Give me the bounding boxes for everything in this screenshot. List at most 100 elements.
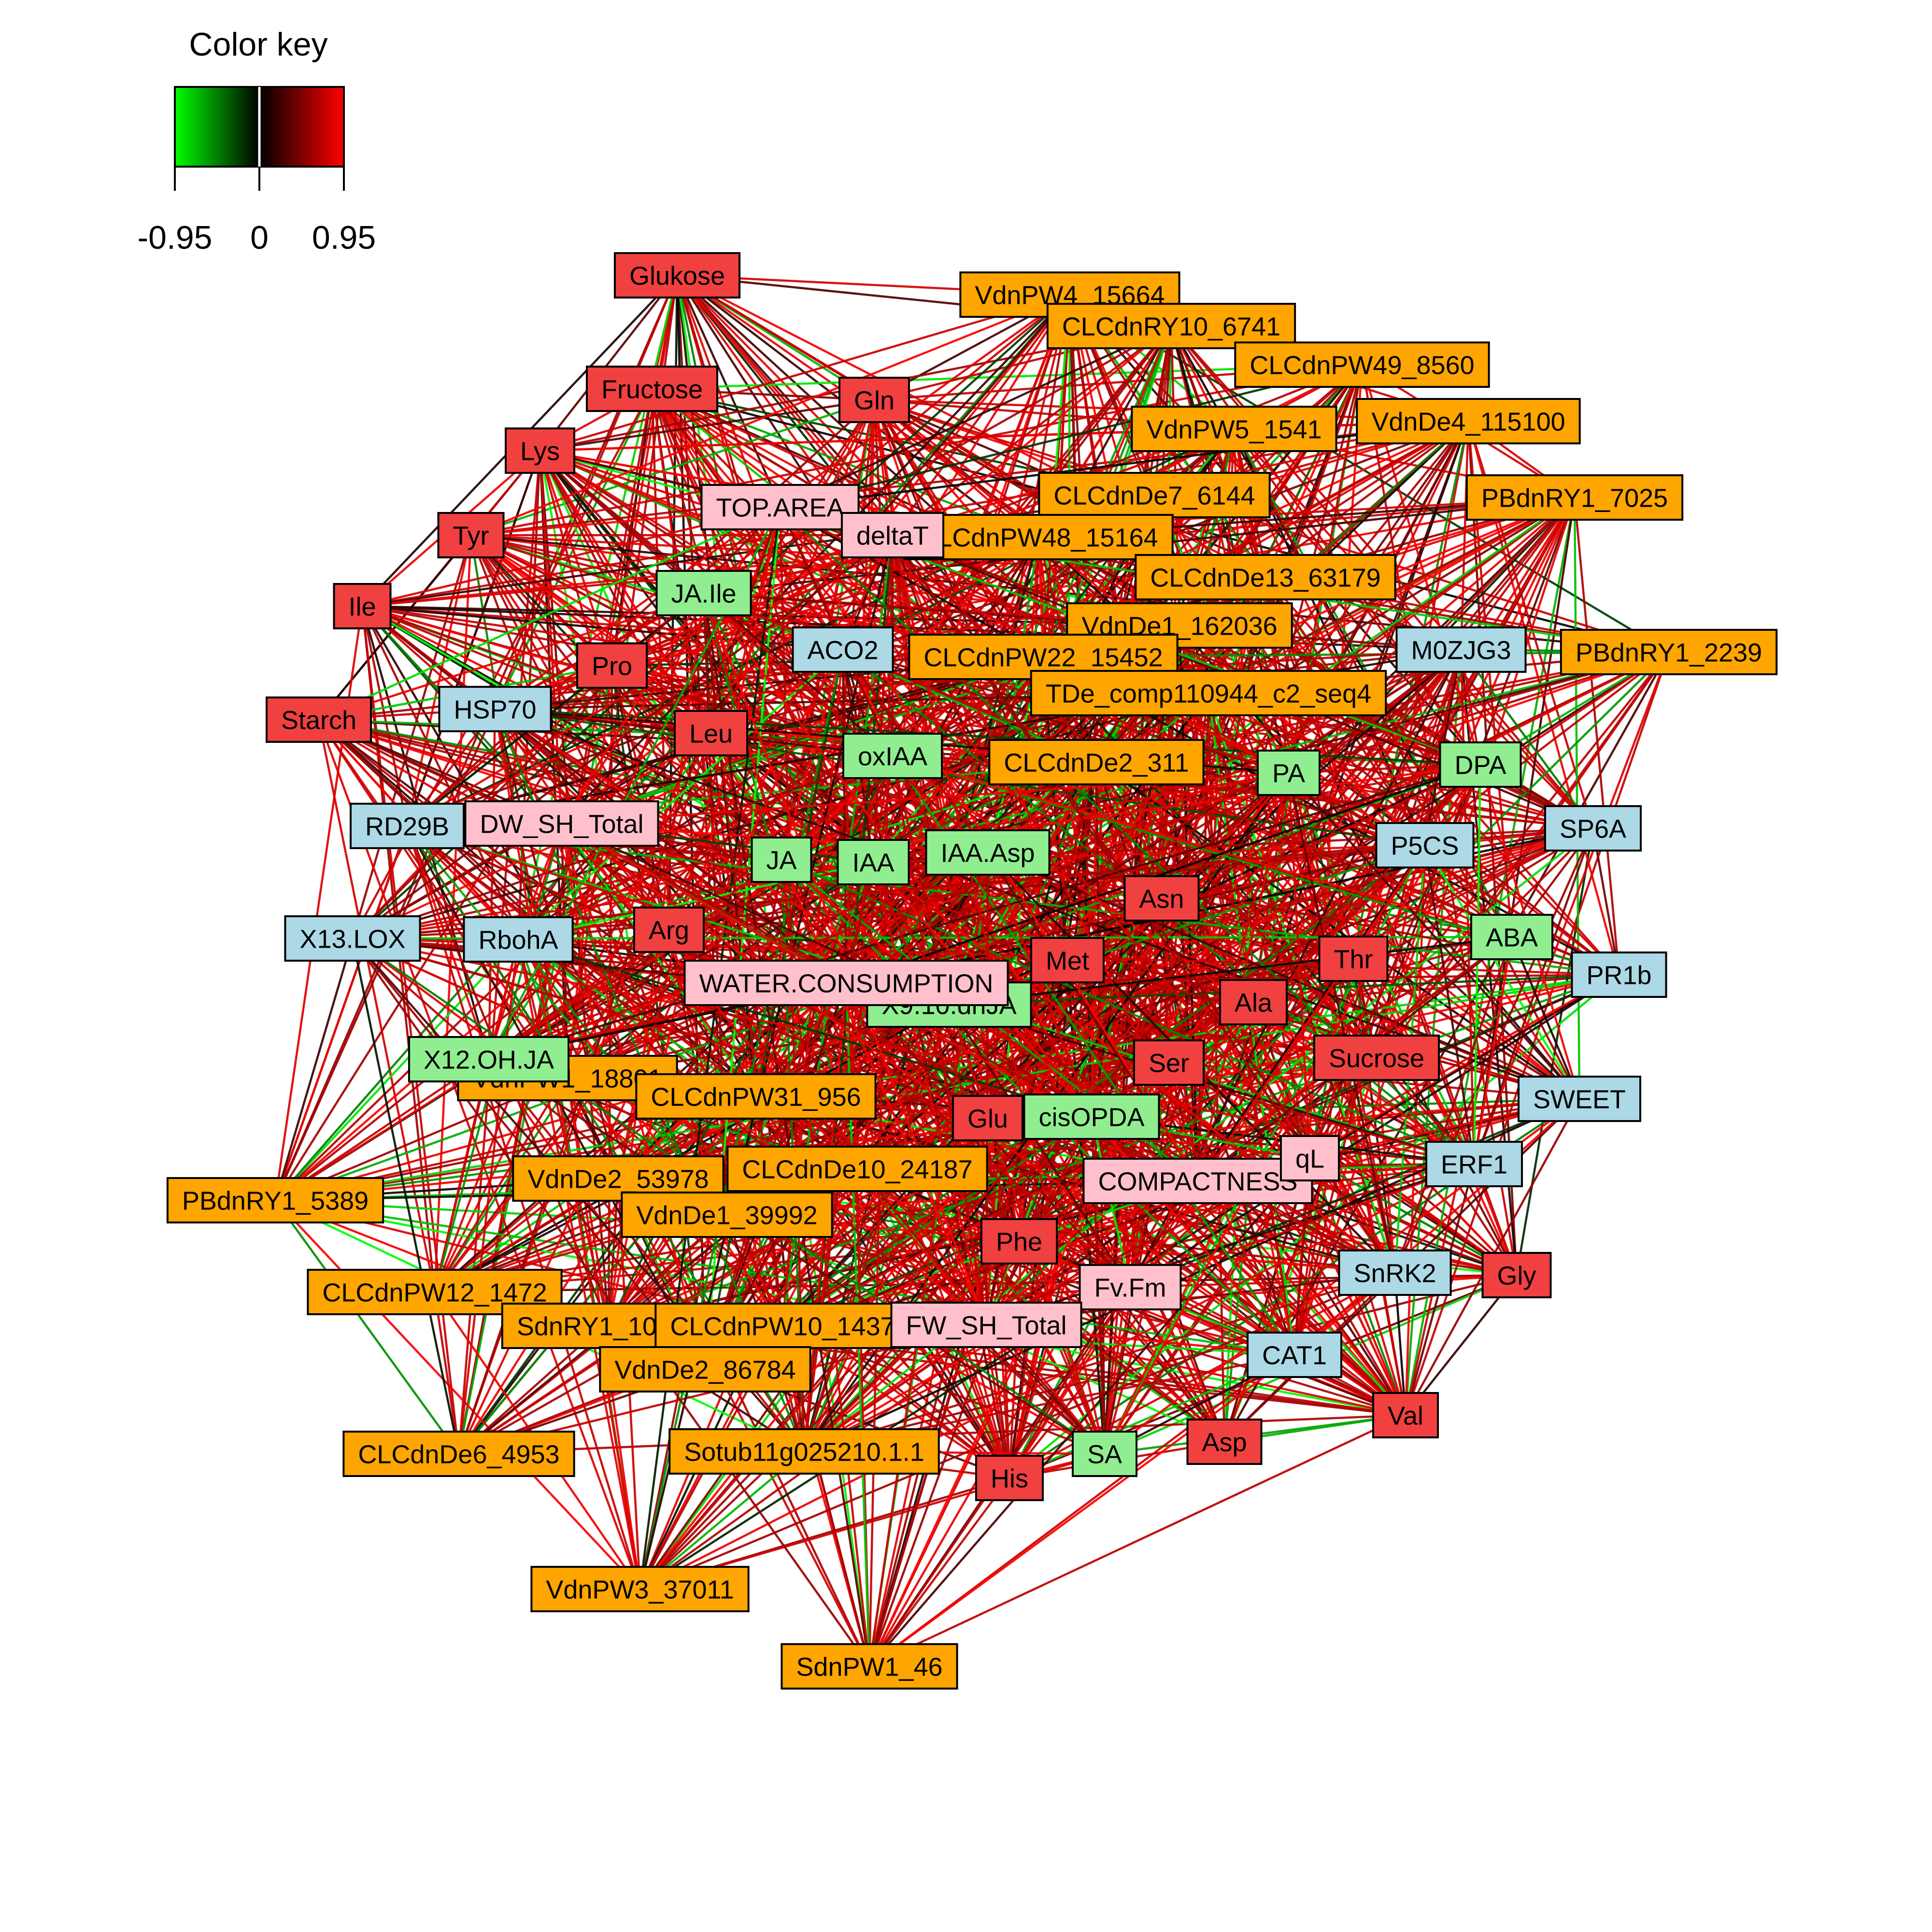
node-box xyxy=(781,1643,958,1690)
node-vdnde2-86784[interactable]: VdnDe2_86784 xyxy=(599,1346,811,1392)
node-ja-ile[interactable]: JA.Ile xyxy=(655,570,752,616)
node-ser[interactable]: Ser xyxy=(1133,1039,1205,1086)
node-met[interactable]: Met xyxy=(1030,937,1105,983)
node-vdnpw3-37011[interactable]: VdnPW3_37011 xyxy=(530,1566,750,1612)
node-gly[interactable]: Gly xyxy=(1481,1252,1552,1298)
edge-rd29b-x12-oh-ja xyxy=(406,825,490,1060)
node-clcdnpw48-15164[interactable]: CLCdnPW48_15164 xyxy=(903,514,1174,560)
node-glu[interactable]: Glu xyxy=(952,1095,1024,1141)
node-clcdnde7-6144[interactable]: CLCdnDe7_6144 xyxy=(1038,472,1271,518)
node-cat1[interactable]: CAT1 xyxy=(1246,1332,1343,1378)
node-sotub11g025210-1-1[interactable]: Sotub11g025210.1.1 xyxy=(668,1428,940,1475)
node-vdnde1-39992[interactable]: VdnDe1_39992 xyxy=(621,1192,833,1238)
node-sucrose[interactable]: Sucrose xyxy=(1313,1035,1440,1081)
node-hsp70[interactable]: HSP70 xyxy=(438,686,552,732)
node-iaa-asp[interactable]: IAA.Asp xyxy=(925,829,1051,876)
node-sa[interactable]: SA xyxy=(1071,1431,1138,1477)
node-sweet[interactable]: SWEET xyxy=(1517,1076,1642,1122)
node-starch[interactable]: Starch xyxy=(265,696,372,743)
node-pbdnry1-5389[interactable]: PBdnRY1_5389 xyxy=(166,1177,384,1223)
node-pr1b[interactable]: PR1b xyxy=(1571,952,1667,998)
node-clcdnpw31-956[interactable]: CLCdnPW31_956 xyxy=(635,1073,877,1120)
node-clcdnde13-63179[interactable]: CLCdnDe13_63179 xyxy=(1135,554,1396,600)
node-fw-sh-total[interactable]: FW_SH_Total xyxy=(890,1302,1082,1348)
node-top-area[interactable]: TOP.AREA xyxy=(700,484,860,530)
node-arg[interactable]: Arg xyxy=(633,907,705,953)
node-box xyxy=(1219,979,1288,1025)
node-leu[interactable]: Leu xyxy=(673,710,749,756)
node-deltat[interactable]: deltaT xyxy=(840,512,945,558)
node-fructose[interactable]: Fructose xyxy=(585,366,719,412)
node-x12-oh-ja[interactable]: X12.OH.JA xyxy=(408,1036,570,1082)
node-m0zjg3[interactable]: M0ZJG3 xyxy=(1395,626,1527,673)
color-key-tick-label-max: 0.95 xyxy=(312,219,376,256)
node-box xyxy=(1470,914,1554,960)
node-dpa[interactable]: DPA xyxy=(1439,741,1522,788)
node-compactness[interactable]: COMPACTNESS xyxy=(1082,1158,1313,1204)
node-his[interactable]: His xyxy=(975,1455,1044,1501)
node-box xyxy=(1395,626,1527,673)
node-cisopda[interactable]: cisOPDA xyxy=(1023,1094,1160,1140)
node-asp[interactable]: Asp xyxy=(1186,1419,1263,1465)
node-sp6a[interactable]: SP6A xyxy=(1544,805,1642,852)
color-key-legend: Color key -0.95 0 0.95 xyxy=(138,26,376,256)
node-glukose[interactable]: Glukose xyxy=(613,252,741,298)
node-pbdnry1-2239[interactable]: PBdnRY1_2239 xyxy=(1560,629,1778,675)
node-box xyxy=(1425,1141,1523,1187)
node-tde-comp110944-c2-seq4[interactable]: TDe_comp110944_c2_seq4 xyxy=(1030,670,1387,716)
edge-iaa-fw-sh-total xyxy=(872,862,988,1325)
node-box xyxy=(1571,952,1667,998)
node-clcdnde6-4953[interactable]: CLCdnDe6_4953 xyxy=(342,1431,575,1477)
edge-sweet-iaa-asp xyxy=(987,851,1580,1100)
node-box xyxy=(1481,1252,1552,1298)
node-rd29b[interactable]: RD29B xyxy=(349,803,465,849)
node-pbdnry1-7025[interactable]: PBdnRY1_7025 xyxy=(1465,474,1684,521)
node-clcdnpw49-8560[interactable]: CLCdnPW49_8560 xyxy=(1234,341,1490,388)
node-ja[interactable]: JA xyxy=(751,837,812,883)
node-pro[interactable]: Pro xyxy=(576,642,648,689)
node-box xyxy=(840,512,945,558)
edge-vdnpw3-37011-ql xyxy=(639,1157,1311,1590)
node-label: JA.Ile xyxy=(671,579,736,608)
node-snrk2[interactable]: SnRK2 xyxy=(1338,1250,1452,1296)
node-box xyxy=(1560,629,1778,675)
node-asn[interactable]: Asn xyxy=(1123,875,1200,922)
node-ala[interactable]: Ala xyxy=(1219,979,1288,1025)
node-lys[interactable]: Lys xyxy=(504,427,576,474)
node-box xyxy=(1356,398,1581,444)
node-box xyxy=(530,1566,750,1612)
node-fv-fm[interactable]: Fv.Fm xyxy=(1079,1264,1182,1310)
node-val[interactable]: Val xyxy=(1372,1392,1439,1438)
node-clcdnpw10-1437[interactable]: CLCdnPW10_1437 xyxy=(654,1303,910,1349)
node-x13-lox[interactable]: X13.LOX xyxy=(284,915,421,962)
node-gln[interactable]: Gln xyxy=(838,377,910,423)
node-oxiaa[interactable]: oxIAA xyxy=(842,733,943,779)
node-water-consumption[interactable]: WATER.CONSUMPTION xyxy=(683,960,1009,1006)
node-rboha[interactable]: RbohA xyxy=(463,916,574,963)
node-label: qL xyxy=(1295,1144,1324,1173)
node-label: Ile xyxy=(348,592,376,621)
edge-pr1b-ql xyxy=(1309,974,1620,1159)
color-key-title: Color key xyxy=(189,26,327,63)
node-thr[interactable]: Thr xyxy=(1318,936,1389,982)
edge-pbdnry1-5389-x13-lox xyxy=(274,938,354,1201)
node-sdnpw1-46[interactable]: SdnPW1_46 xyxy=(781,1643,958,1690)
node-clcdnde10-24187[interactable]: CLCdnDe10_24187 xyxy=(726,1146,988,1192)
node-ile[interactable]: Ile xyxy=(333,583,392,629)
node-vdnde4-115100[interactable]: VdnDe4_115100 xyxy=(1356,398,1581,444)
edge-sweet-ja xyxy=(781,858,1580,1100)
node-pa[interactable]: PA xyxy=(1256,750,1321,796)
node-p5cs[interactable]: P5CS xyxy=(1375,822,1475,868)
node-clcdnry10-6741[interactable]: CLCdnRY10_6741 xyxy=(1046,303,1296,349)
node-clcdnde2-311[interactable]: CLCdnDe2_311 xyxy=(988,739,1205,785)
node-ql[interactable]: qL xyxy=(1279,1135,1340,1181)
node-vdnpw5-1541[interactable]: VdnPW5_1541 xyxy=(1131,406,1337,452)
node-iaa[interactable]: IAA xyxy=(837,839,910,885)
node-erf1[interactable]: ERF1 xyxy=(1425,1141,1523,1187)
node-phe[interactable]: Phe xyxy=(980,1218,1058,1264)
node-aba[interactable]: ABA xyxy=(1470,914,1554,960)
node-tyr[interactable]: Tyr xyxy=(437,512,505,558)
node-dw-sh-total[interactable]: DW_SH_Total xyxy=(464,800,659,847)
edge-m0zjg3-sp6a xyxy=(1460,649,1594,829)
node-aco2[interactable]: ACO2 xyxy=(792,626,894,673)
